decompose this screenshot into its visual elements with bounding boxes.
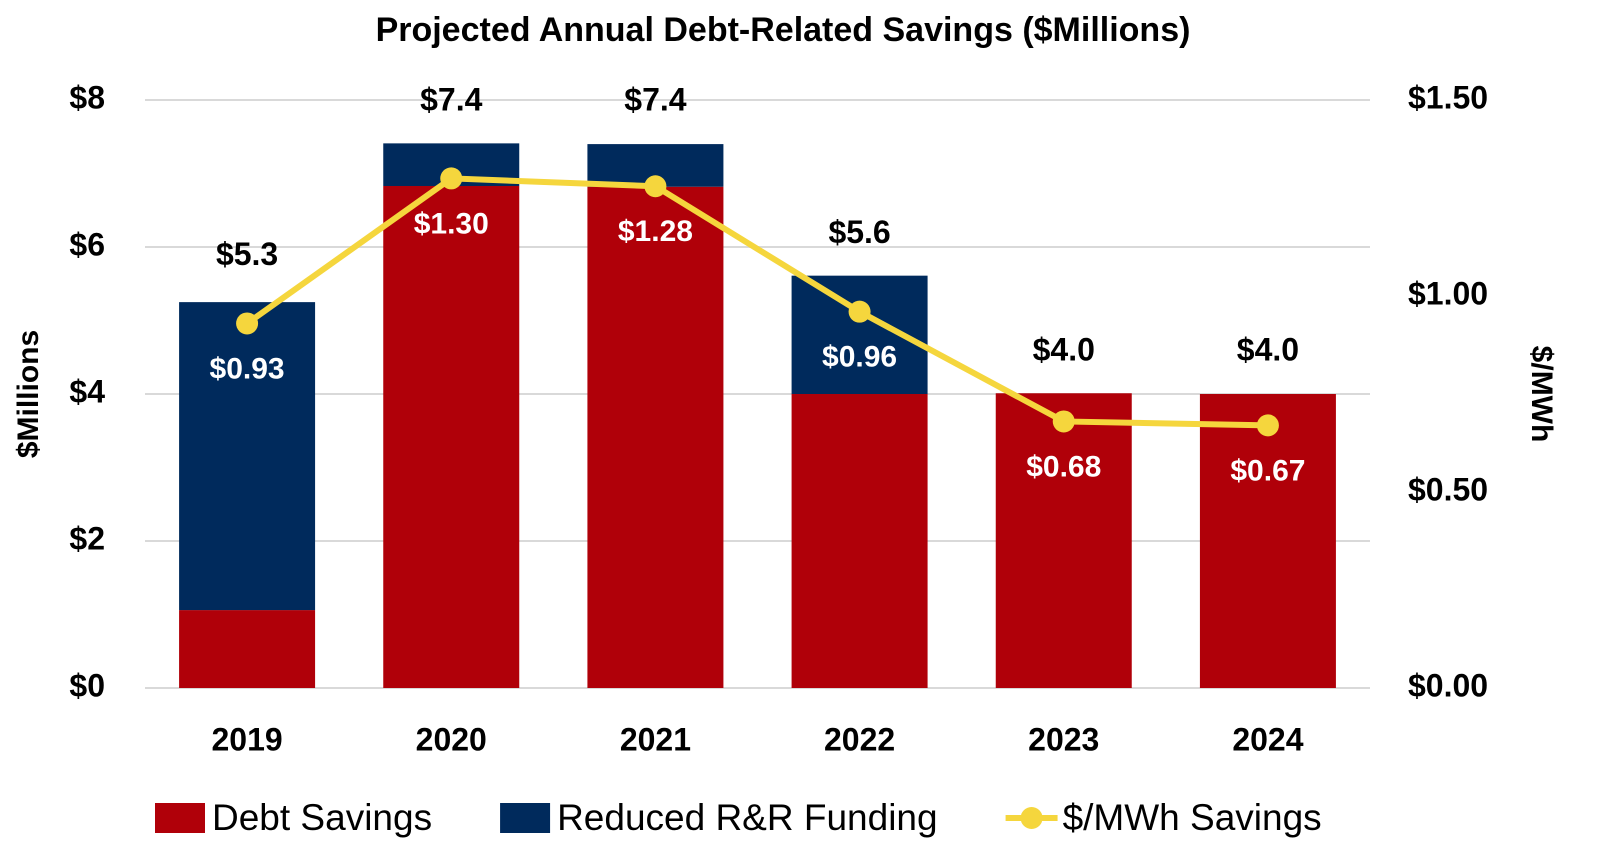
- x-tick-label: 2021: [620, 721, 691, 757]
- y-axis-label: $Millions: [12, 330, 45, 458]
- bar-segment: [179, 302, 316, 611]
- bar-segment: [179, 610, 316, 688]
- chart-title: Projected Annual Debt-Related Savings ($…: [376, 11, 1191, 49]
- total-label: $4.0: [1033, 331, 1095, 367]
- x-tick-label: 2022: [824, 721, 895, 757]
- bar-segment: [383, 185, 520, 688]
- y-tick-label: $6: [69, 226, 105, 262]
- total-label: $7.4: [420, 82, 482, 118]
- point-label: $0.96: [822, 341, 897, 374]
- y2-tick-label: $0.00: [1408, 667, 1488, 703]
- y-tick-label: $0: [69, 667, 105, 703]
- legend-label: Reduced R&R Funding: [557, 797, 938, 838]
- line: [245, 175, 1268, 429]
- y-tick-label: $2: [69, 520, 105, 556]
- y2-tick-label: $0.50: [1408, 471, 1488, 507]
- y2-tick-label: $1.50: [1408, 79, 1488, 115]
- y2-axis-label: $/MWh: [1525, 346, 1558, 443]
- y-tick-label: $4: [69, 373, 105, 409]
- x-tick-label: 2023: [1028, 721, 1099, 757]
- x-tick-label: 2020: [416, 721, 487, 757]
- line-point: [440, 167, 463, 190]
- point-label: $0.93: [210, 352, 285, 385]
- y2-tick-label: $1.00: [1408, 275, 1488, 311]
- line-point: [236, 312, 259, 335]
- legend-swatch: [500, 803, 551, 833]
- total-label: $7.4: [624, 82, 686, 118]
- line-point: [1052, 410, 1075, 433]
- line-point: [644, 175, 667, 198]
- line-point: [848, 300, 871, 323]
- y-tick-label: $8: [69, 79, 105, 115]
- legend-marker: [1020, 807, 1043, 829]
- point-label: $1.30: [414, 207, 489, 240]
- total-label: $4.0: [1237, 331, 1299, 367]
- legend-label: $/MWh Savings: [1063, 797, 1322, 838]
- total-label: $5.3: [216, 236, 278, 272]
- point-label: $0.68: [1026, 450, 1101, 483]
- line-point: [1256, 414, 1279, 437]
- x-tick-label: 2019: [211, 721, 282, 757]
- point-label: $1.28: [618, 215, 693, 248]
- point-label: $0.67: [1230, 454, 1305, 487]
- legend-swatch: [155, 803, 205, 833]
- total-label: $5.6: [828, 214, 890, 250]
- bar-segment: [587, 186, 724, 689]
- x-tick-label: 2024: [1232, 721, 1303, 757]
- legend-label: Debt Savings: [212, 797, 432, 838]
- bar-segment: [995, 393, 1132, 688]
- bar-segment: [791, 394, 928, 688]
- bar-segment: [1199, 394, 1336, 688]
